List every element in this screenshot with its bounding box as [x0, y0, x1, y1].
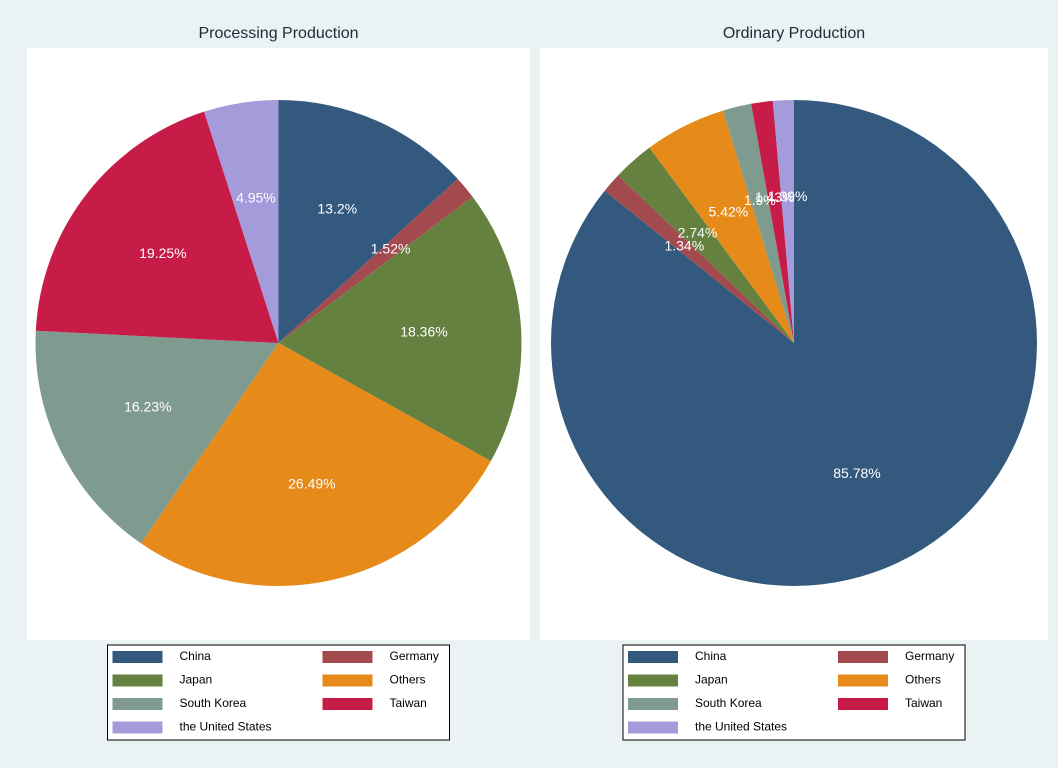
- legend-swatch: [628, 698, 678, 710]
- pie-slice: [35, 111, 279, 343]
- data-label: 13.2%: [317, 200, 357, 216]
- legend-swatch: [628, 651, 678, 663]
- legend-swatch: [838, 651, 888, 663]
- legend-label: Others: [390, 673, 426, 687]
- legend-box: [107, 644, 450, 741]
- data-label: 18.36%: [400, 324, 447, 340]
- legend-label: Taiwan: [390, 696, 427, 710]
- legend-swatch: [112, 674, 163, 687]
- legend-label: Japan: [180, 673, 213, 687]
- legend-swatch: [322, 674, 373, 687]
- chart-title: Ordinary Production: [723, 25, 865, 42]
- data-label: 1.43%: [755, 189, 795, 205]
- pie-slice: [278, 178, 473, 343]
- legend-swatch: [838, 698, 888, 710]
- data-label: 5.42%: [709, 204, 749, 220]
- pie-slice: [604, 175, 794, 343]
- pie-slice: [141, 343, 491, 587]
- legend-label: South Korea: [180, 696, 247, 710]
- legend-swatch: [322, 651, 373, 663]
- legend-swatch: [112, 698, 163, 710]
- legend-label: Japan: [695, 673, 728, 687]
- legend-label: Germany: [390, 649, 439, 663]
- legend-label: the United States: [695, 720, 787, 734]
- pie-slice: [278, 196, 522, 462]
- pie-slice: [551, 100, 1037, 586]
- legend-label: South Korea: [695, 696, 762, 710]
- data-label: 1.9%: [744, 192, 776, 208]
- pie-slice: [772, 100, 794, 343]
- data-label: 16.23%: [124, 398, 171, 414]
- pie-slice: [618, 147, 794, 343]
- legend-swatch: [628, 721, 678, 734]
- legend-label: Others: [905, 673, 941, 687]
- data-label: 26.49%: [288, 476, 335, 492]
- legend-swatch: [628, 674, 678, 687]
- pie-slice: [751, 100, 794, 343]
- pie-slice: [649, 110, 794, 343]
- data-label: 1.39%: [768, 188, 808, 204]
- pie-slice: [722, 103, 794, 343]
- legend-swatch: [112, 651, 163, 663]
- legend-box: [622, 644, 966, 741]
- legend-label: China: [695, 649, 727, 663]
- pie-slice: [204, 100, 279, 343]
- data-label: 85.78%: [833, 465, 880, 481]
- data-label: 19.25%: [139, 245, 186, 261]
- legend-label: the United States: [180, 720, 272, 734]
- data-label: 1.34%: [664, 238, 704, 254]
- data-label: 4.95%: [236, 190, 276, 206]
- legend-swatch: [838, 674, 888, 687]
- data-label: 2.74%: [678, 224, 718, 240]
- legend-label: China: [180, 649, 212, 663]
- chart-title: Processing Production: [198, 25, 358, 42]
- legend-label: Taiwan: [905, 696, 942, 710]
- legend-swatch: [112, 721, 163, 734]
- legend-label: Germany: [905, 649, 954, 663]
- legend-swatch: [322, 698, 373, 710]
- pie-slice: [278, 100, 458, 343]
- data-label: 1.52%: [371, 240, 411, 256]
- pie-slice: [35, 330, 279, 544]
